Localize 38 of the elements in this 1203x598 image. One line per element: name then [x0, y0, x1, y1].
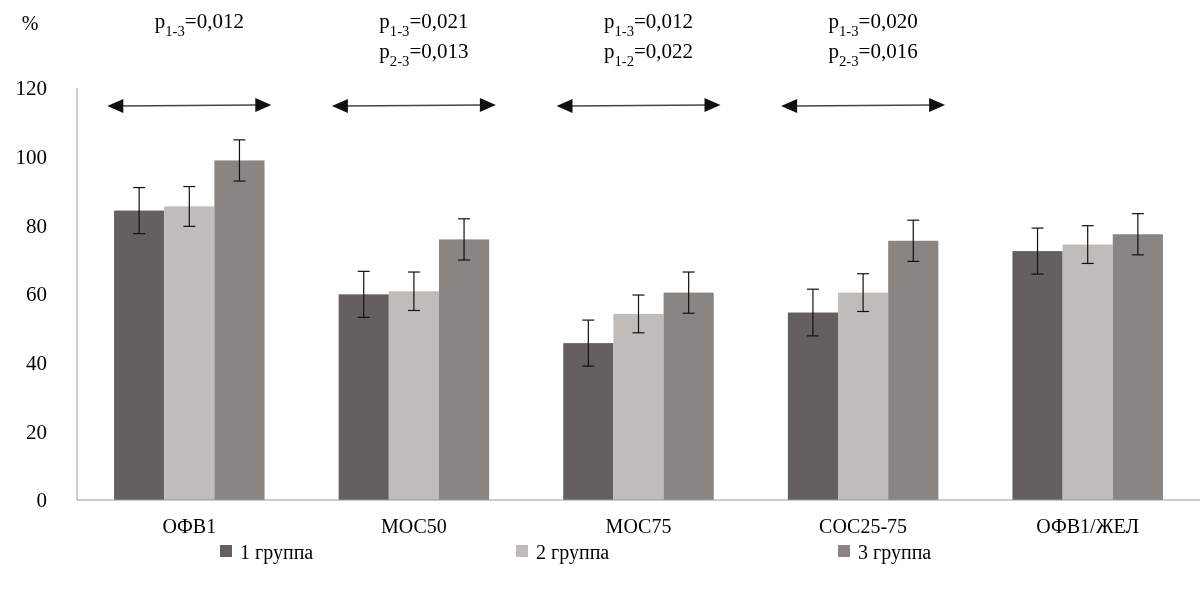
text: p$_{2-3}$=0,013: [379, 39, 469, 69]
bar: [787, 312, 839, 500]
bar: [838, 292, 889, 500]
y-tick-label: 0: [36, 488, 47, 513]
bar: [888, 240, 939, 500]
bar: [388, 291, 439, 500]
bar: [164, 206, 215, 500]
y-tick-label: 100: [15, 145, 47, 170]
bar: [114, 210, 165, 500]
y-tick-label: 60: [26, 282, 47, 307]
x-tick-label: СОС25-75: [819, 515, 908, 537]
x-tick-label: МОС50: [380, 515, 447, 537]
bar: [563, 343, 614, 500]
bar: [1012, 251, 1063, 500]
text: p$_{1-3}$=0,021: [379, 9, 469, 39]
bar: [1062, 244, 1113, 500]
text: p$_{1-3}$=0,020: [828, 9, 918, 39]
text: p$_{1-2}$=0,022: [603, 39, 694, 69]
text: p$_{1-3}$=0,012: [154, 9, 244, 39]
x-tick-label: МОС75: [605, 515, 672, 537]
y-tick-label: 120: [15, 76, 47, 101]
bar: [338, 294, 389, 500]
bar: [1112, 234, 1163, 500]
x-tick-label: ОФВ1: [162, 515, 217, 537]
legend-label: 2 группа: [536, 541, 610, 564]
y-tick-label: 80: [26, 213, 47, 238]
bar: [613, 313, 664, 500]
legend-label: 3 группа: [858, 541, 932, 564]
legend-label: 1 группа: [240, 541, 314, 564]
y-tick-label: 20: [26, 419, 47, 444]
bar: [214, 160, 265, 500]
text: p$_{2-3}$=0,016: [828, 39, 918, 69]
y-tick-label: 40: [26, 351, 47, 376]
bar: [438, 239, 490, 500]
y-axis-title: %: [21, 12, 39, 34]
text: p$_{1-3}$=0,012: [603, 9, 694, 39]
x-tick-label: ОФВ1/ЖЕЛ: [1036, 515, 1140, 537]
bar: [663, 292, 714, 500]
